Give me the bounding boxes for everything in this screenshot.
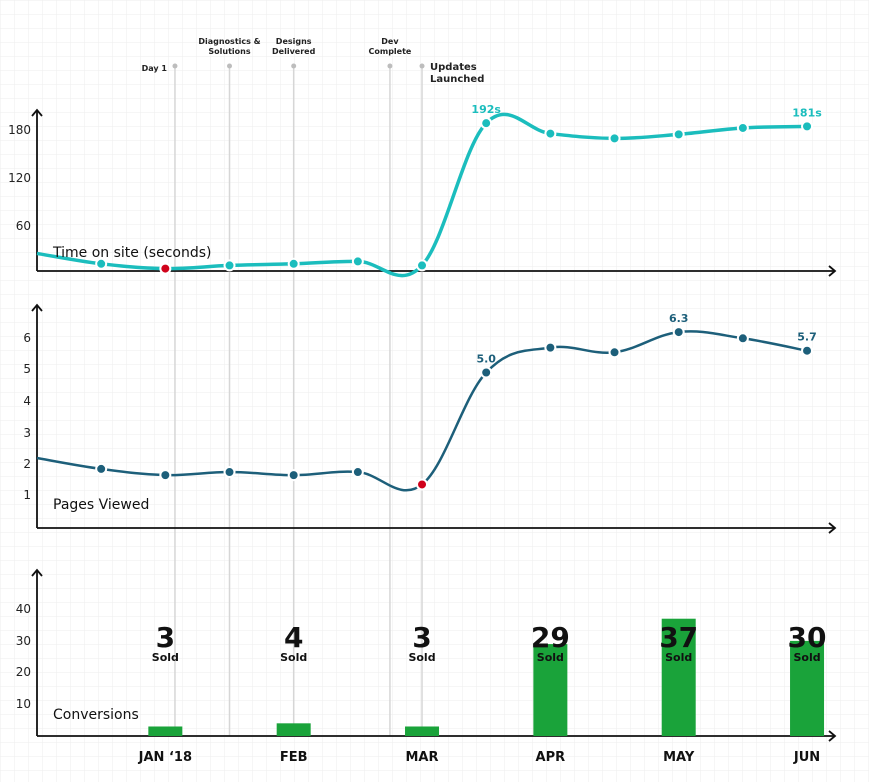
- sold-label: Sold: [152, 651, 179, 664]
- data-label: 6.3: [669, 312, 689, 325]
- y-tick-label: 120: [8, 171, 31, 185]
- data-label: 5.7: [797, 331, 817, 344]
- time-on-site-point: [736, 121, 749, 134]
- pages-viewed-point: [351, 466, 364, 479]
- sold-label: Sold: [537, 651, 564, 664]
- pages-viewed-point: [672, 326, 685, 339]
- data-label: 5.0: [476, 353, 496, 366]
- milestone-label: Launched: [430, 74, 484, 85]
- x-category-label: MAY: [663, 750, 695, 765]
- y-tick-label: 60: [16, 219, 31, 233]
- pages-viewed-point: [287, 469, 300, 482]
- milestone-marker: [227, 63, 233, 69]
- conversion-count: 3: [156, 621, 175, 654]
- conversion-bar: [533, 644, 568, 736]
- y-tick-label: 40: [16, 602, 31, 616]
- time-on-site-panel: 192s 181s Time on site (seconds): [36, 103, 822, 278]
- conversion-bar: [790, 640, 825, 736]
- x-category-label: APR: [536, 750, 566, 765]
- x-axis-arrow: [828, 265, 837, 277]
- time-on-site-point: [480, 117, 493, 130]
- pages-viewed-point: [480, 366, 493, 379]
- time-on-site-point: [608, 132, 621, 145]
- x-category-label: JUN: [793, 750, 820, 765]
- conversion-count: 3: [412, 621, 431, 654]
- milestone-marker: [291, 63, 297, 69]
- time-on-site-point: [287, 257, 300, 270]
- time-on-site-highlight-point: [159, 262, 172, 275]
- conversions-title: Conversions: [53, 707, 139, 723]
- sold-label: Sold: [408, 651, 435, 664]
- y-axis-arrow: [31, 568, 43, 577]
- y-tick-label: 3: [23, 426, 31, 440]
- milestone-label: Day 1: [142, 64, 168, 73]
- time-on-site-point: [95, 257, 108, 270]
- pages-viewed-point: [159, 469, 172, 482]
- conversion-count: 4: [284, 621, 303, 654]
- sold-label: Sold: [665, 651, 692, 664]
- milestone-label: Dev: [381, 37, 399, 46]
- milestone-marker: [387, 63, 393, 69]
- y-tick-label: 6: [23, 331, 31, 345]
- y-tick-label: 30: [16, 634, 31, 648]
- time-on-site-point: [544, 127, 557, 140]
- milestone-label: Updates: [430, 62, 477, 73]
- data-label: 192s: [471, 103, 501, 116]
- time-on-site-title: Time on site (seconds): [52, 245, 211, 261]
- conversion-bar: [405, 726, 440, 736]
- conversion-bar: [276, 723, 311, 736]
- pages-viewed-point: [95, 462, 108, 475]
- time-on-site-point: [416, 259, 429, 272]
- pages-viewed-point: [736, 332, 749, 345]
- pages-viewed-highlight-point: [416, 478, 429, 491]
- milestone-label: Diagnostics &: [198, 37, 260, 46]
- pages-viewed-panel: 5.0 6.3 5.7 Pages Viewed: [36, 312, 817, 513]
- y-tick-label: 2: [23, 457, 31, 471]
- y-tick-label: 10: [16, 697, 31, 711]
- y-tick-label: 1: [23, 488, 31, 502]
- conversion-bar: [148, 726, 183, 736]
- y-tick-label: 5: [23, 362, 31, 376]
- milestone-marker: [419, 63, 425, 69]
- x-category-label: MAR: [406, 750, 439, 765]
- conversion-count: 30: [788, 621, 827, 654]
- y-tick-label: 4: [23, 394, 31, 408]
- pages-viewed-point: [608, 346, 621, 359]
- time-on-site-point: [351, 255, 364, 268]
- y-axis-arrow: [31, 303, 43, 312]
- x-category-label: FEB: [280, 750, 308, 765]
- x-axis-arrow: [828, 730, 837, 742]
- sold-label: Sold: [280, 651, 307, 664]
- milestone-label: Solutions: [208, 47, 250, 56]
- pages-viewed-point: [801, 344, 814, 357]
- y-tick-label: 180: [8, 123, 31, 137]
- time-on-site-point: [801, 120, 814, 133]
- y-tick-label: 20: [16, 665, 31, 679]
- axes: 60 120 180 1 2 3 4 5 6 10 20 30 40: [8, 108, 837, 742]
- pages-viewed-title: Pages Viewed: [53, 497, 149, 513]
- x-category-label: JAN ‘18: [138, 750, 192, 765]
- milestone-label: Delivered: [272, 47, 316, 56]
- time-on-site-point: [672, 128, 685, 141]
- milestone-marker: [172, 63, 178, 69]
- pages-viewed-point: [223, 466, 236, 479]
- sold-label: Sold: [793, 651, 820, 664]
- milestone-label: Designs: [276, 37, 312, 46]
- time-on-site-point: [223, 259, 236, 272]
- pages-viewed-point: [544, 341, 557, 354]
- data-label: 181s: [792, 106, 822, 119]
- conversion-bar: [661, 618, 696, 736]
- conversion-count: 29: [531, 621, 570, 654]
- y-axis-arrow: [31, 108, 43, 117]
- conversion-count: 37: [659, 621, 698, 654]
- x-axis-arrow: [828, 522, 837, 534]
- milestone-annotations: Day 1 Diagnostics &Solutions DesignsDelive…: [142, 37, 485, 85]
- milestone-label: Complete: [369, 47, 412, 56]
- milestone-lines: [174, 66, 423, 736]
